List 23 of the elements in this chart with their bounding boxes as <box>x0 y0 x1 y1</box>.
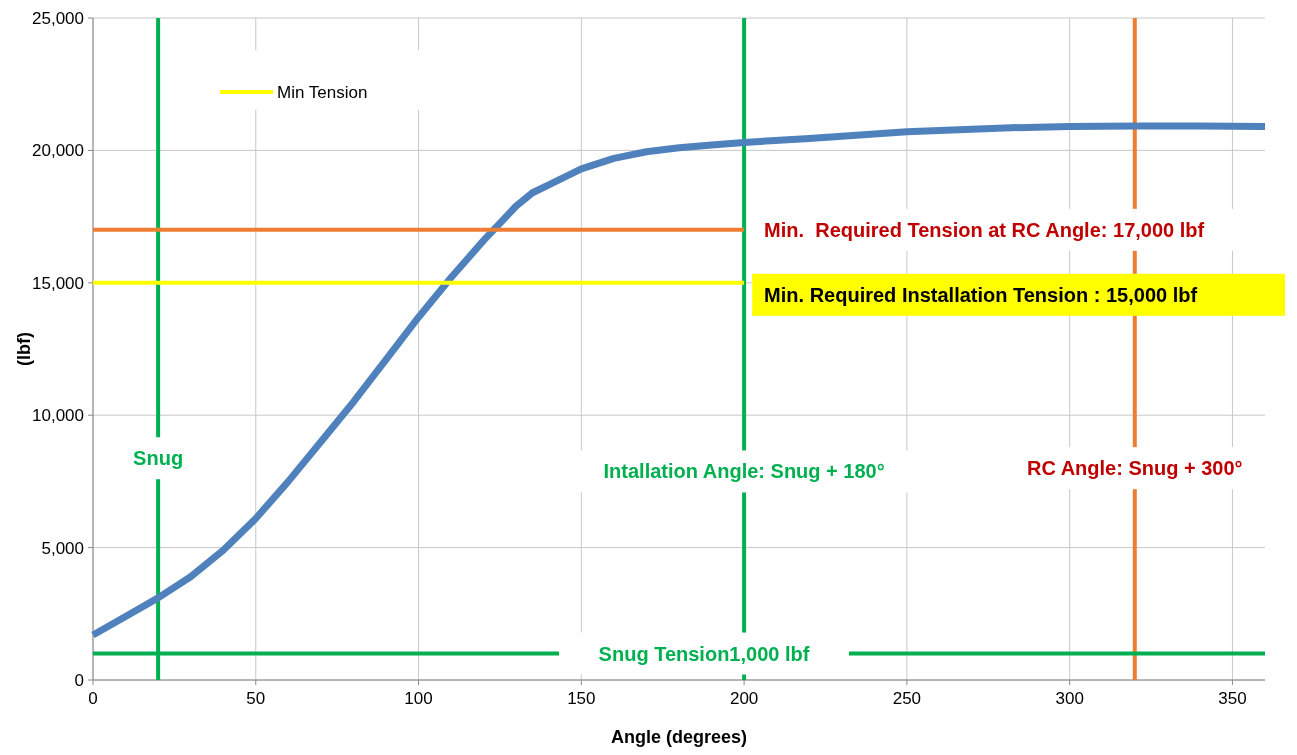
legend-label: Min Tension <box>277 82 368 102</box>
x-axis-title: Angle (degrees) <box>610 727 748 747</box>
x-tick-label: 200 <box>729 689 759 708</box>
annotation: Min. Required Installation Tension : 15,000 lbf <box>764 283 1198 306</box>
x-tick-label: 350 <box>1218 689 1247 708</box>
ref-line-label: Intallation Angle: Snug + 180° <box>603 460 885 483</box>
ref-line-label: Snug <box>133 447 184 470</box>
y-tick-label: 5,000 <box>41 538 84 558</box>
y-tick-label: 0 <box>74 670 84 690</box>
y-tick-label: 10,000 <box>32 406 84 426</box>
x-tick-label: 0 <box>88 689 98 708</box>
ref-line-label: Snug Tension1,000 lbf <box>598 642 810 665</box>
x-tick-label: 100 <box>404 689 433 708</box>
y-tick-label: 20,000 <box>32 141 84 161</box>
y-axis-title: (lbf) <box>14 332 34 366</box>
annotation: Min. Required Tension at RC Angle: 17,000 lbf <box>764 218 1205 241</box>
x-tick-label: 50 <box>246 689 266 708</box>
y-tick-label: 15,000 <box>32 273 84 293</box>
x-tick-label: 150 <box>567 689 596 708</box>
x-tick-label: 250 <box>892 689 922 708</box>
y-tick-label: 25,000 <box>32 8 84 28</box>
ref-line-label: RC Angle: Snug + 300° <box>1026 457 1243 480</box>
x-tick-label: 300 <box>1055 689 1084 708</box>
